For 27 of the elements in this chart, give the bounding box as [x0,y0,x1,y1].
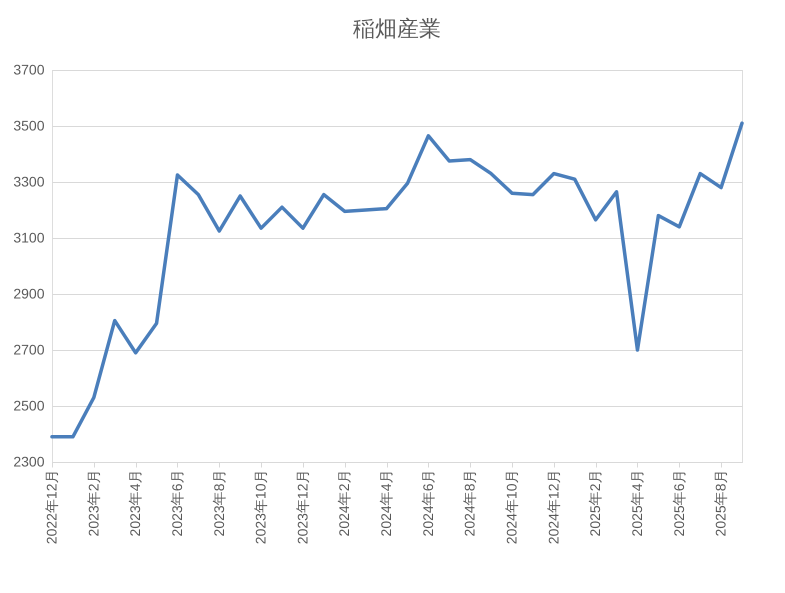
y-tick-label: 2500 [13,398,45,414]
y-tick-label: 2300 [13,454,45,470]
x-tick-label: 2023年8月 [210,470,227,536]
y-tick-label: 3100 [13,230,45,246]
y-tick-label: 3300 [13,174,45,190]
y-tick-label: 3500 [13,118,45,134]
y-tick-label: 3700 [13,62,45,78]
x-tick-label: 2023年6月 [168,470,185,536]
x-tick-label: 2023年4月 [127,470,144,536]
x-tick-label: 2023年2月 [85,470,102,536]
x-tick-label: 2022年12月 [44,470,60,544]
x-tick-label: 2025年2月 [587,470,604,536]
line-series [50,121,744,439]
x-tick-label: 2024年12月 [545,470,562,544]
y-tick-label: 2900 [13,286,45,302]
chart-title: 稲畑産業 [353,16,441,41]
x-tick-label: 2024年8月 [462,470,478,536]
x-tick-label: 2024年4月 [378,470,394,536]
x-tick-label: 2023年10月 [252,470,269,544]
x-tick-label: 2025年4月 [628,470,645,536]
y-tick-label: 2700 [13,342,45,358]
x-tick-label: 2025年6月 [670,470,687,536]
x-tick-label: 2024年6月 [420,470,436,536]
x-tick-label: 2023年12月 [294,470,310,544]
x-tick-label: 2025年8月 [712,470,729,536]
x-tick-label: 2024年2月 [336,470,352,536]
x-tick-label: 2024年10月 [504,470,520,544]
